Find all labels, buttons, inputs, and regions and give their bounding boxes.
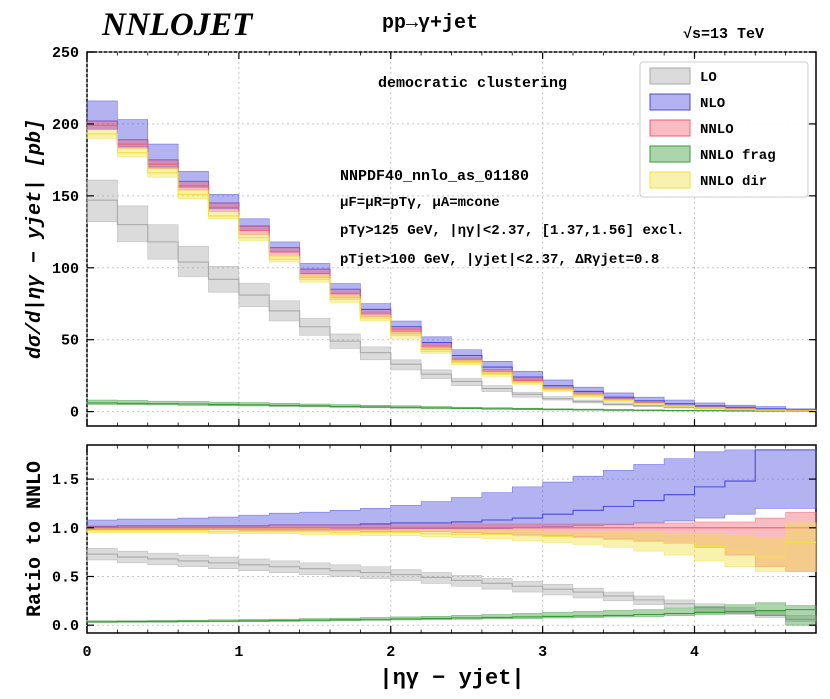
- ratio-y-axis-label: Ratio to NNLO: [24, 461, 47, 617]
- x-tick-label: 2: [386, 644, 395, 661]
- energy-label: √s=13 TeV: [683, 26, 764, 43]
- logo-text: NNLOJET: [101, 7, 254, 43]
- ratio-nnlo-dir-central-line: [87, 530, 816, 558]
- pdf-annotation: NNPDF40_nnlo_as_01180: [340, 168, 529, 185]
- main-y-tick-label: 200: [52, 117, 79, 134]
- legend-label-nnlo-dir: NNLO dir: [700, 174, 767, 190]
- main-y-axis-label: dσ/d|ηγ − yjet| [pb]: [24, 119, 47, 359]
- scales-annotation: μF=μR=pTγ, μA=mcone: [340, 195, 500, 211]
- ratio-y-ticks: 0.0 0.5 1.0 1.5: [52, 472, 816, 635]
- legend-label-nlo: NLO: [700, 96, 725, 112]
- ratio-nnlo-dir-band: [86, 522, 817, 572]
- x-ticks: 0 1 2 3 4: [82, 644, 699, 661]
- x-tick-label: 4: [690, 644, 699, 661]
- legend-swatch-nnlo-frag: [649, 145, 691, 163]
- main-y-tick-label: 100: [52, 261, 79, 278]
- legend-frame: [639, 61, 809, 198]
- main-y-ticks: 0 50 100 150 200 250: [52, 45, 816, 422]
- legend-label-lo: LO: [700, 70, 717, 86]
- legend-swatch-nnlo-dir: [649, 171, 691, 189]
- main-y-tick-label: 250: [52, 45, 79, 62]
- jet-cuts-annotation: pTjet>100 GeV, |yjet|<2.37, ΔRγjet=0.8: [340, 252, 659, 268]
- legend: LO NLO NNLO NNLO frag NNLO dir: [639, 61, 809, 198]
- clustering-annotation: democratic clustering: [378, 75, 567, 92]
- photon-cuts-annotation: pTγ>125 GeV, |ηγ|<2.37, [1.37,1.56] excl…: [340, 223, 684, 239]
- main-panel: 0 50 100 150 200 250 dσ/d|ηγ − yjet| [pb]: [24, 45, 817, 427]
- ratio-y-tick-label: 0.0: [52, 618, 79, 635]
- x-tick-label: 1: [234, 644, 243, 661]
- ratio-panel: 0.0 0.5 1.0 1.5 Ratio to NNLO: [24, 444, 817, 635]
- main-y-tick-label: 0: [70, 405, 79, 422]
- ratio-y-tick-label: 0.5: [52, 570, 79, 587]
- main-y-tick-label: 150: [52, 189, 79, 206]
- main-nnlo-frag-central-line: [87, 402, 816, 412]
- legend-swatch-nnlo: [649, 119, 691, 137]
- ratio-y-tick-label: 1.0: [52, 521, 79, 538]
- ratio-nlo-band: [86, 449, 817, 531]
- ratio-y-tick-label: 1.5: [52, 472, 79, 489]
- legend-swatch-lo: [649, 67, 691, 85]
- x-tick-label: 0: [82, 644, 91, 661]
- x-tick-label: 3: [538, 644, 547, 661]
- main-nnlo-dir-central-line: [87, 133, 816, 412]
- main-bands: [86, 100, 817, 412]
- legend-label-nnlo: NNLO: [700, 122, 734, 138]
- ratio-lo-central-line: [87, 553, 816, 620]
- legend-label-nnlo-frag: NNLO frag: [700, 148, 776, 164]
- ratio-bands: [86, 449, 817, 626]
- legend-swatch-nlo: [649, 93, 691, 111]
- x-axis-label: |ηγ − yjet|: [379, 666, 524, 691]
- ratio-nnlo-frag-central-line: [87, 609, 816, 623]
- main-y-tick-label: 50: [61, 333, 79, 350]
- process-title: pp→γ+jet: [382, 12, 478, 35]
